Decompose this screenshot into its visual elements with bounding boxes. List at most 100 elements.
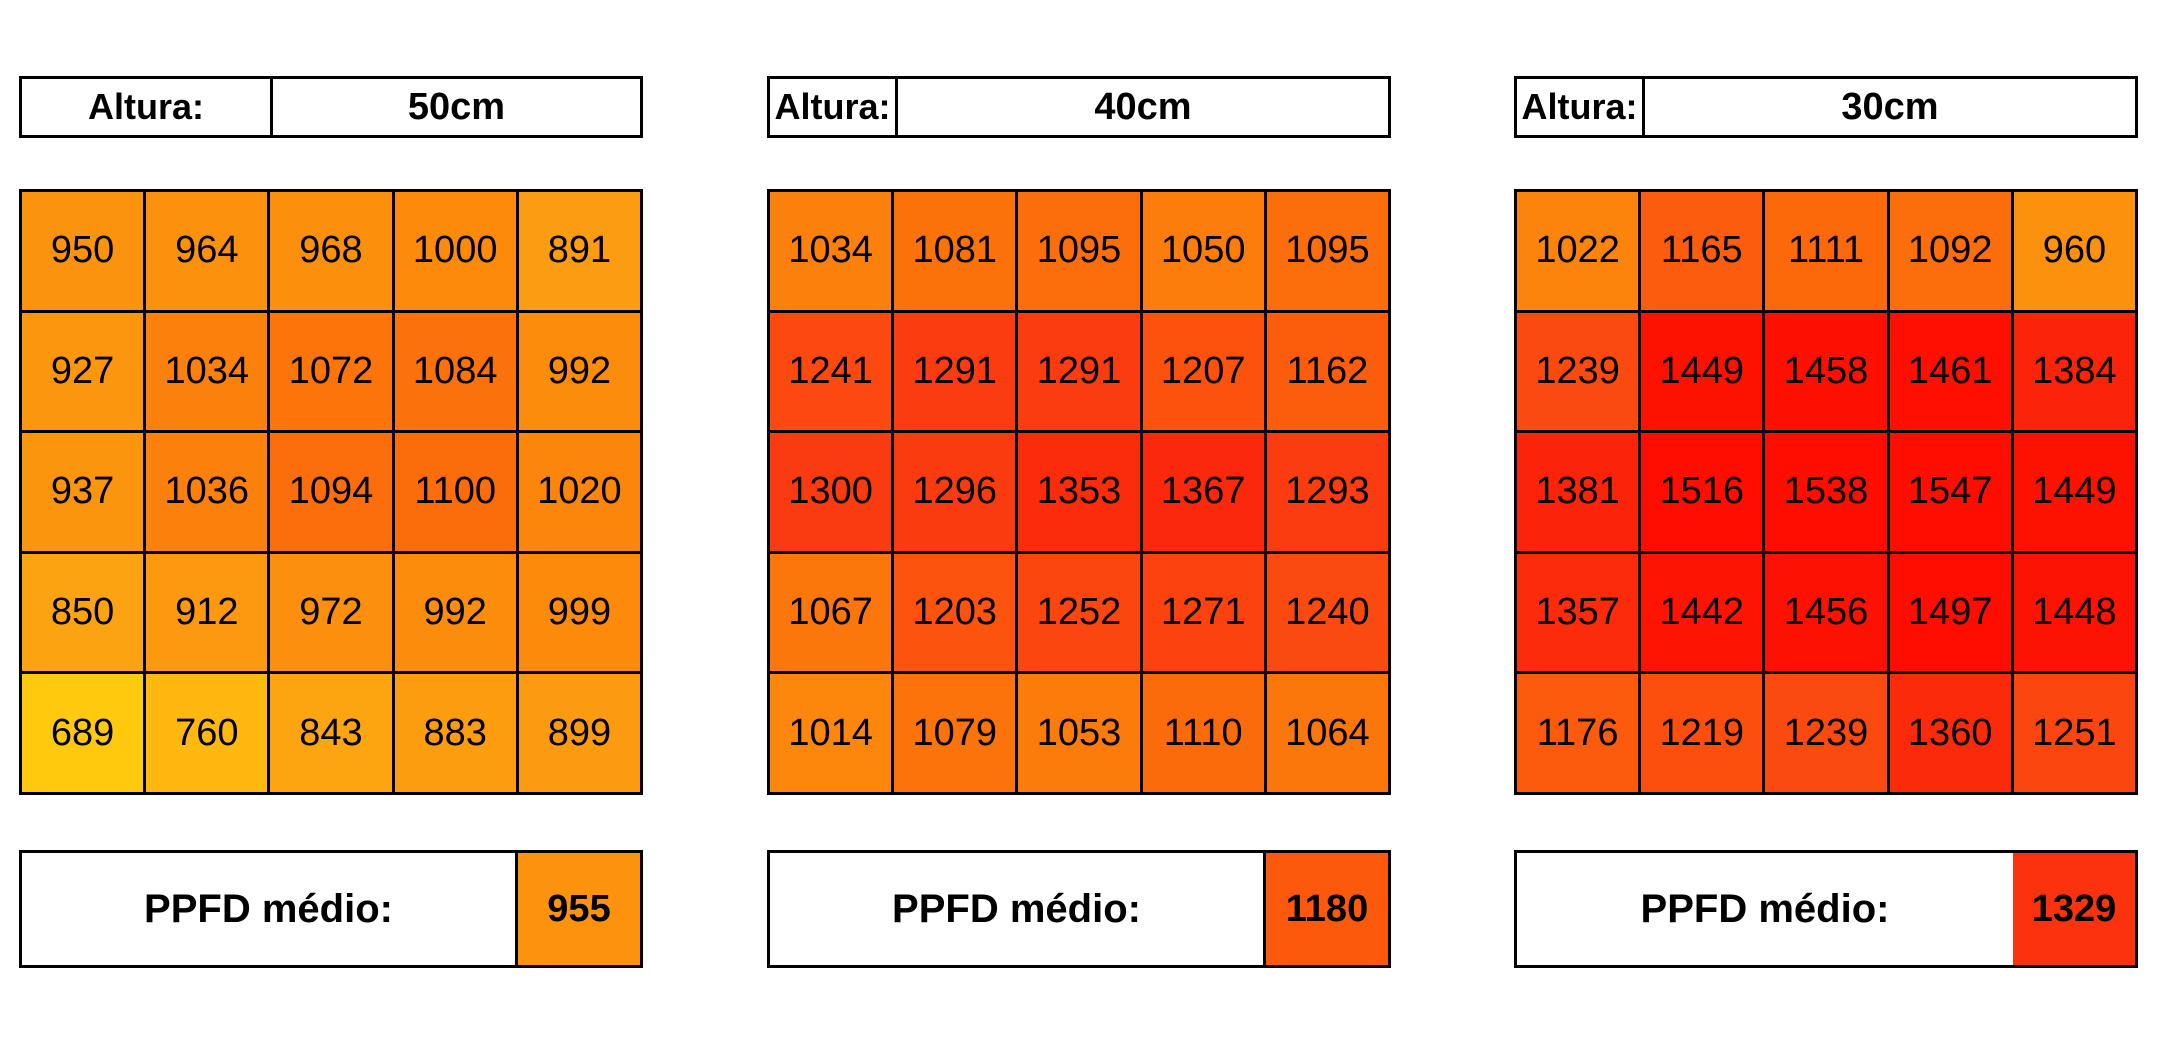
heatmap-cell: 1449 bbox=[2013, 433, 2135, 551]
heatmap-cell: 1022 bbox=[1517, 192, 1639, 310]
heatmap-cell: 992 bbox=[518, 312, 640, 431]
altura-value-cell: 40cm bbox=[1094, 85, 1192, 128]
heatmap-cell: 1458 bbox=[1765, 312, 1887, 431]
heatmap-cell: 1050 bbox=[1142, 192, 1264, 310]
heatmap-cell: 1111 bbox=[1765, 192, 1887, 310]
ppfd-footer-box: PPFD médio: 1329 bbox=[1514, 850, 2138, 968]
heatmap-cell: 937 bbox=[22, 433, 144, 551]
heatmap-cell: 1538 bbox=[1765, 433, 1887, 551]
heatmap-cell: 1053 bbox=[1018, 674, 1140, 792]
heatmap-cell: 992 bbox=[394, 553, 516, 672]
heatmap-cell: 883 bbox=[394, 674, 516, 792]
heatmap-cell: 1384 bbox=[2013, 312, 2135, 431]
heatmap-cell: 1448 bbox=[2013, 553, 2135, 672]
heatmap-cell: 1547 bbox=[1889, 433, 2011, 551]
altura-label-cell: Altura: bbox=[770, 79, 898, 135]
heatmap-cell: 1094 bbox=[270, 433, 392, 551]
heatmap-cell: 1252 bbox=[1018, 553, 1140, 672]
ppfd-value-cell: 955 bbox=[518, 853, 640, 965]
ppfd-label-cell: PPFD médio: bbox=[22, 853, 518, 965]
heatmap-cell: 1300 bbox=[770, 433, 892, 551]
altura-header-box: Altura: 40cm bbox=[767, 76, 1391, 138]
altura-label-cell: Altura: bbox=[1517, 79, 1645, 135]
heatmap-cell: 1020 bbox=[518, 433, 640, 551]
heatmap-cell: 1449 bbox=[1641, 312, 1763, 431]
heatmap-cell: 1271 bbox=[1142, 553, 1264, 672]
heatmap-grid: 1022 1165 1111 1092 960 1239 1449 1458 1461 1384 1… bbox=[1514, 189, 2138, 795]
heatmap-cell: 1162 bbox=[1266, 312, 1388, 431]
heatmap-cell: 1357 bbox=[1517, 553, 1639, 672]
heatmap-cell: 1360 bbox=[1889, 674, 2011, 792]
heatmap-cell: 1353 bbox=[1018, 433, 1140, 551]
heatmap-cell: 1165 bbox=[1641, 192, 1763, 310]
heatmap-cell: 1081 bbox=[894, 192, 1016, 310]
heatmap-grid: 1034 1081 1095 1050 1095 1241 1291 1291 1207 1162… bbox=[767, 189, 1391, 795]
ppfd-value-cell: 1180 bbox=[1266, 853, 1388, 965]
heatmap-cell: 760 bbox=[146, 674, 268, 792]
heatmap-cell: 899 bbox=[518, 674, 640, 792]
heatmap-cell: 912 bbox=[146, 553, 268, 672]
heatmap-cell: 1239 bbox=[1765, 674, 1887, 792]
heatmap-cell: 1219 bbox=[1641, 674, 1763, 792]
heatmap-cell: 1203 bbox=[894, 553, 1016, 672]
heatmap-panel-50cm: Altura: 50cm 950 964 968 1000 891 927 1034 1072… bbox=[19, 76, 643, 968]
heatmap-cell: 964 bbox=[146, 192, 268, 310]
ppfd-label-cell: PPFD médio: bbox=[1640, 886, 1890, 931]
heatmap-cell: 999 bbox=[518, 553, 640, 672]
heatmap-cell: 1207 bbox=[1142, 312, 1264, 431]
heatmap-cell: 927 bbox=[22, 312, 144, 431]
heatmap-cell: 1095 bbox=[1018, 192, 1140, 310]
heatmap-cell: 1461 bbox=[1889, 312, 2011, 431]
heatmap-cell: 1000 bbox=[394, 192, 516, 310]
heatmap-cell: 1291 bbox=[1018, 312, 1140, 431]
altura-label-cell: Altura: bbox=[22, 79, 273, 135]
heatmap-cell: 1079 bbox=[894, 674, 1016, 792]
heatmap-cell: 1456 bbox=[1765, 553, 1887, 672]
altura-header-box: Altura: 30cm bbox=[1514, 76, 2138, 138]
heatmap-cell: 972 bbox=[270, 553, 392, 672]
heatmap-cell: 1239 bbox=[1517, 312, 1639, 431]
heatmap-grid: 950 964 968 1000 891 927 1034 1072 1084 992 937 103… bbox=[19, 189, 643, 795]
heatmap-cell: 1291 bbox=[894, 312, 1016, 431]
heatmap-cell: 843 bbox=[270, 674, 392, 792]
altura-value-cell: 30cm bbox=[1841, 85, 1939, 128]
heatmap-cell: 850 bbox=[22, 553, 144, 672]
heatmap-cell: 1241 bbox=[770, 312, 892, 431]
heatmap-cell: 1293 bbox=[1266, 433, 1388, 551]
heatmap-panel-30cm: Altura: 30cm 1022 1165 1111 1092 960 1239 1449… bbox=[1514, 76, 2138, 968]
heatmap-cell: 1067 bbox=[770, 553, 892, 672]
heatmap-cell: 891 bbox=[518, 192, 640, 310]
heatmap-cell: 960 bbox=[2013, 192, 2135, 310]
heatmap-cell: 1176 bbox=[1517, 674, 1639, 792]
heatmap-cell: 1034 bbox=[146, 312, 268, 431]
heatmap-cell: 1296 bbox=[894, 433, 1016, 551]
heatmap-cell: 1084 bbox=[394, 312, 516, 431]
heatmap-cell: 1092 bbox=[1889, 192, 2011, 310]
heatmap-cell: 968 bbox=[270, 192, 392, 310]
heatmap-cell: 1064 bbox=[1266, 674, 1388, 792]
heatmap-cell: 1367 bbox=[1142, 433, 1264, 551]
heatmap-cell: 1110 bbox=[1142, 674, 1264, 792]
heatmap-cell: 950 bbox=[22, 192, 144, 310]
heatmap-cell: 1442 bbox=[1641, 553, 1763, 672]
heatmap-cell: 1034 bbox=[770, 192, 892, 310]
heatmap-cell: 1072 bbox=[270, 312, 392, 431]
altura-header-box: Altura: 50cm bbox=[19, 76, 643, 138]
ppfd-footer-box: PPFD médio: 1180 bbox=[767, 850, 1391, 968]
heatmap-cell: 1516 bbox=[1641, 433, 1763, 551]
ppfd-footer-box: PPFD médio: 955 bbox=[19, 850, 643, 968]
heatmap-cell: 1240 bbox=[1266, 553, 1388, 672]
heatmap-cell: 1095 bbox=[1266, 192, 1388, 310]
heatmap-cell: 1251 bbox=[2013, 674, 2135, 792]
heatmap-panel-40cm: Altura: 40cm 1034 1081 1095 1050 1095 1241 129… bbox=[767, 76, 1391, 968]
altura-value-cell: 50cm bbox=[407, 85, 506, 128]
ppfd-label-cell: PPFD médio: bbox=[770, 853, 1266, 965]
ppfd-value-cell: 1329 bbox=[2013, 853, 2135, 965]
heatmap-cell: 1497 bbox=[1889, 553, 2011, 672]
heatmap-cell: 1100 bbox=[394, 433, 516, 551]
heatmap-cell: 1381 bbox=[1517, 433, 1639, 551]
heatmap-cell: 1014 bbox=[770, 674, 892, 792]
heatmap-cell: 689 bbox=[22, 674, 144, 792]
heatmap-cell: 1036 bbox=[146, 433, 268, 551]
